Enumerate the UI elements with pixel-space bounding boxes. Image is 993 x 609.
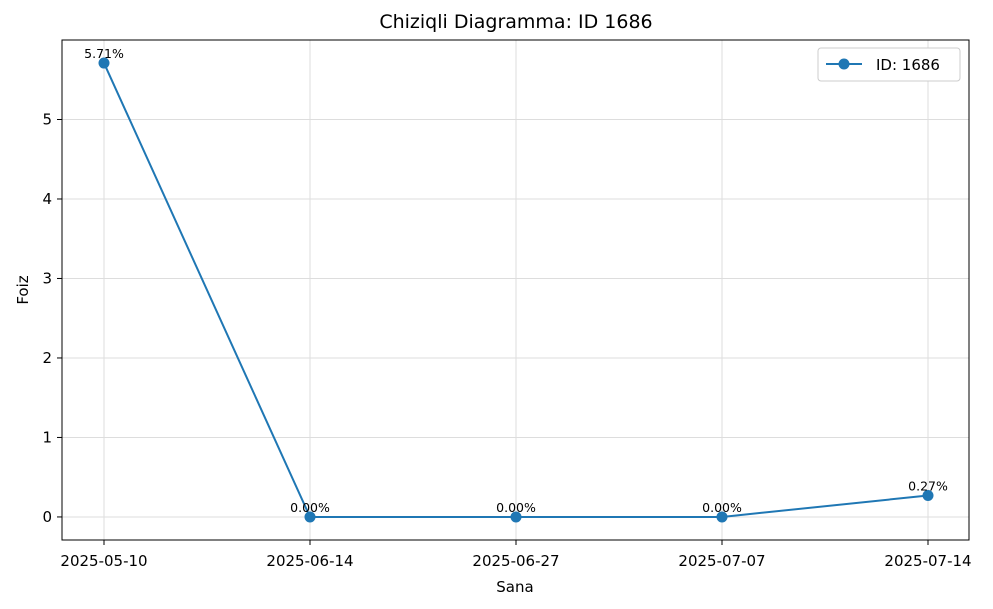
data-label: 0.00% xyxy=(290,500,330,515)
data-point xyxy=(922,489,934,501)
legend-label: ID: 1686 xyxy=(876,56,940,74)
y-tick-label: 5 xyxy=(42,110,52,128)
series-layer xyxy=(98,57,934,523)
y-tick-label: 1 xyxy=(42,428,52,446)
axes: 2025-05-10 2025-06-14 2025-06-27 2025-07-07… xyxy=(42,110,971,570)
legend: ID: 1686 xyxy=(817,47,961,82)
x-axis-label: Sana xyxy=(496,578,533,596)
data-point xyxy=(304,511,316,523)
data-label: 0.00% xyxy=(702,500,742,515)
data-point xyxy=(716,511,728,523)
y-tick-label: 3 xyxy=(42,269,52,287)
legend-box xyxy=(817,47,961,82)
y-axis-label: Foiz xyxy=(14,275,32,304)
data-label: 5.71% xyxy=(84,46,124,61)
grid xyxy=(62,40,969,540)
y-tick-label: 0 xyxy=(42,508,52,526)
x-tick-label: 2025-06-14 xyxy=(266,552,353,570)
data-labels: 5.71% 0.00% 0.00% 0.00% 0.27% xyxy=(84,46,948,515)
y-tick-label: 2 xyxy=(42,349,52,367)
data-point xyxy=(510,511,522,523)
x-tick-label: 2025-05-10 xyxy=(60,552,147,570)
x-tick-label: 2025-06-27 xyxy=(472,552,559,570)
chart-title: Chiziqli Diagramma: ID 1686 xyxy=(379,11,652,33)
data-label: 0.00% xyxy=(496,500,536,515)
y-tick-label: 4 xyxy=(42,190,52,208)
legend-marker-swatch xyxy=(838,58,850,70)
x-tick-label: 2025-07-07 xyxy=(678,552,765,570)
data-label: 0.27% xyxy=(908,478,948,493)
x-tick-label: 2025-07-14 xyxy=(884,552,971,570)
data-point xyxy=(98,57,110,69)
